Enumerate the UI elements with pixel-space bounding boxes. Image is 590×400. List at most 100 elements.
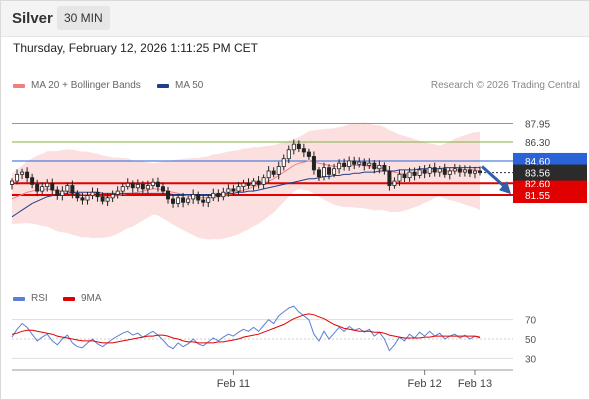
candle (191, 189, 196, 204)
candle (457, 164, 462, 177)
candle-body (95, 191, 100, 198)
candle-body (337, 162, 342, 170)
candle-body (291, 143, 296, 151)
level-label-86.30: 86.30 (525, 138, 550, 149)
candle (296, 140, 301, 153)
candle (311, 151, 316, 175)
candle-body (332, 168, 337, 175)
ma50-legend-label: MA 50 (175, 80, 204, 91)
candle (150, 178, 155, 189)
candle (70, 180, 75, 199)
candle-body (306, 151, 311, 157)
candle (100, 192, 105, 205)
candle-body (467, 169, 472, 174)
candle (437, 165, 442, 177)
last-price-label: 83.56 (525, 169, 550, 180)
candle-body (160, 186, 165, 192)
candle (347, 156, 352, 171)
candle (226, 184, 231, 197)
candle (105, 193, 110, 206)
candle-body (211, 192, 216, 199)
candle-body (397, 173, 402, 182)
candle (266, 166, 271, 183)
candle (452, 163, 457, 175)
candle (196, 191, 201, 205)
x-tick-label: Feb 11 (217, 378, 250, 390)
candle-body (422, 169, 427, 174)
candle-body (261, 177, 266, 185)
candle-body (402, 173, 407, 179)
candle-body (271, 170, 276, 175)
candle-body (201, 199, 206, 203)
candle (286, 145, 291, 164)
candle-body (15, 173, 20, 182)
candle-body (372, 162, 377, 170)
candle (130, 180, 135, 193)
symbol-title: Silver (12, 10, 53, 27)
candle (181, 192, 186, 208)
candle-body (357, 161, 362, 165)
candle (125, 178, 130, 190)
candle (115, 186, 120, 199)
candle-body (196, 194, 201, 201)
candle-body (462, 169, 467, 173)
candle (281, 154, 286, 171)
candle (387, 166, 392, 191)
candle-body (125, 182, 130, 188)
candle-body (251, 180, 256, 186)
candle-body (165, 190, 170, 200)
candle (271, 167, 276, 178)
candle (301, 143, 306, 158)
candle (427, 164, 432, 178)
candle (321, 162, 326, 181)
candle (95, 188, 100, 202)
candle (30, 173, 35, 189)
candle-body (377, 165, 382, 170)
candle-body (236, 186, 241, 192)
ma20-swatch (13, 83, 25, 88)
candle (201, 195, 206, 207)
datetime-label: Thursday, February 12, 2026 1:11:25 PM C… (13, 41, 259, 55)
candle-body (392, 180, 397, 186)
candle-body (60, 190, 65, 196)
level-label-81.55: 81.55 (525, 191, 550, 202)
legend-rsi: RSI (13, 293, 48, 304)
candle (176, 194, 181, 208)
candle (256, 176, 261, 189)
level-tag-81.55 (513, 187, 587, 204)
candle-body (412, 171, 417, 176)
candle (412, 167, 417, 181)
candle-body (25, 171, 30, 179)
candle-body (427, 167, 432, 174)
candle-body (447, 170, 452, 175)
legend-ma50: MA 50 (157, 80, 203, 91)
candle-body (281, 158, 286, 167)
candle-body (256, 180, 261, 185)
candle (65, 182, 70, 195)
timeframe-button[interactable]: 30 MIN (57, 6, 110, 30)
ma9-swatch (63, 296, 75, 301)
candle (342, 158, 347, 171)
candle (407, 167, 412, 182)
legend-ma20: MA 20 + Bollinger Bands (13, 80, 141, 91)
candle-body (442, 168, 447, 175)
candle (110, 190, 115, 203)
candle (50, 178, 55, 195)
candle (75, 190, 80, 202)
candle (462, 165, 467, 177)
level-label-82.60: 82.60 (525, 179, 550, 190)
candle-body (472, 170, 477, 174)
candle (120, 183, 125, 197)
candle-body (296, 143, 301, 150)
candle-body (241, 182, 246, 188)
candle (211, 188, 216, 201)
candle-body (347, 160, 352, 167)
candle (145, 180, 150, 194)
candle-body (407, 171, 412, 179)
candle (35, 179, 40, 197)
candle (261, 174, 266, 189)
candle-body (432, 167, 437, 173)
candle (442, 163, 447, 178)
candle (291, 139, 296, 155)
